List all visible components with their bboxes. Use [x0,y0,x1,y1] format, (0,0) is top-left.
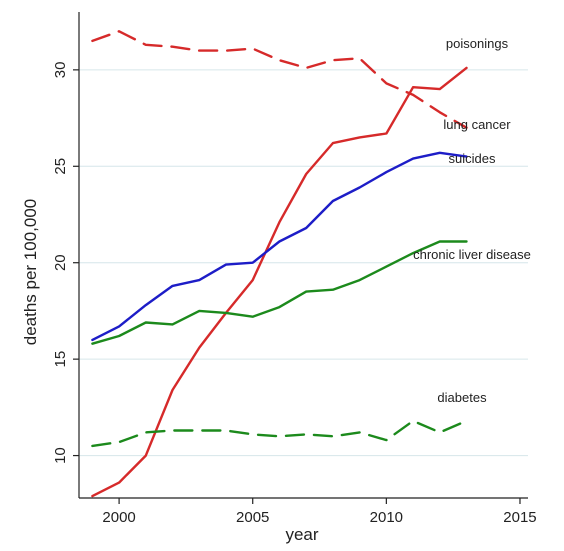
x-tick-label: 2005 [236,509,269,526]
x-tick-label: 2010 [370,509,403,526]
y-axis-ticks: 10 15 20 25 30 [52,62,79,464]
axes [78,12,528,499]
y-tick-label: 20 [52,254,69,271]
x-tick-label: 2000 [102,509,135,526]
y-tick-label: 10 [52,447,69,464]
series-label-suicides: suicides [449,151,496,166]
y-tick-label: 15 [52,351,69,368]
y-axis-title: deaths per 100,000 [21,199,40,346]
grid-lines [79,69,528,457]
series-line-suicides [91,151,468,342]
y-tick-label: 25 [52,158,69,175]
series-lines [91,30,468,498]
x-axis-ticks: 2000 2005 2010 2015 [102,498,537,526]
series-label-diabetes: diabetes [437,390,487,405]
series-line-diabetes [91,419,468,448]
series-labels: poisonings lung cancer suicides chronic liv… [413,36,531,405]
x-tick-label: 2015 [503,509,536,526]
series-line-poisonings [91,66,468,498]
series-label-chronic-liver-disease: chronic liver disease [413,247,531,262]
series-line-chronic-liver-disease [91,240,468,345]
series-label-lung-cancer: lung cancer [443,117,511,132]
series-label-poisonings: poisonings [446,36,509,51]
y-tick-label: 30 [52,62,69,79]
x-axis-title: year [285,525,318,544]
series-line-lung-cancer [91,30,468,129]
